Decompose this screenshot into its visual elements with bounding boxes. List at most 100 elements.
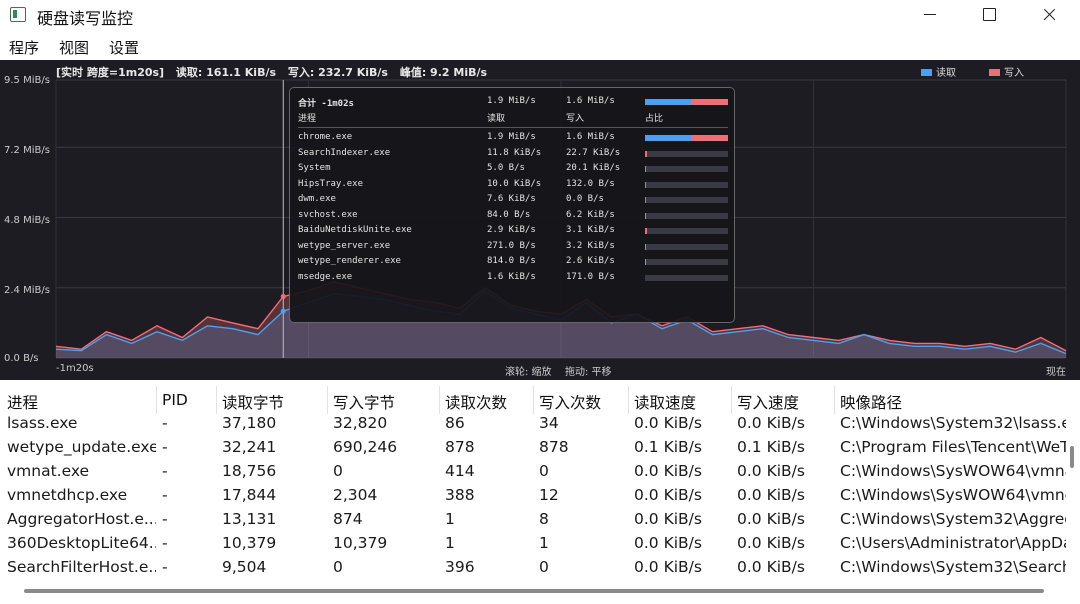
cell-write-speed: 0.1 KiB/s	[737, 438, 805, 456]
column-header-pid[interactable]: PID	[162, 391, 188, 409]
tooltip-cell-proc: BaiduNetdiskUnite.exe	[298, 225, 412, 235]
cell-pid: -	[162, 438, 168, 456]
table-row[interactable]: AggregatorHost.e... - 13,131 874 1 8 0.0 KiB/s…	[0, 509, 1066, 533]
tooltip-cell-read: 5.0 B/s	[487, 163, 525, 173]
tooltip-total-write: 1.6 MiB/s	[566, 96, 615, 106]
cell-pid: -	[162, 558, 168, 576]
column-separator[interactable]	[216, 386, 217, 414]
tooltip-share-write	[645, 166, 646, 172]
table-row[interactable]: lsass.exe - 37,180 32,820 86 34 0.0 KiB/s 0.0 K…	[0, 413, 1066, 437]
io-chart[interactable]: [实时 跨度=1m20s] 读取: 161.1 KiB/s 写入: 232.7 …	[0, 60, 1080, 380]
column-header-write-speed[interactable]: 写入速度	[737, 394, 800, 412]
info-mode: [实时 跨度=1m20s]	[56, 66, 165, 79]
legend-read-swatch	[921, 69, 932, 76]
horizontal-scrollbar[interactable]	[0, 582, 1080, 604]
tooltip-share-bar	[645, 259, 728, 265]
tooltip-share-bar	[645, 166, 728, 172]
close-button[interactable]	[1022, 0, 1076, 30]
column-separator[interactable]	[731, 386, 732, 414]
column-separator[interactable]	[327, 386, 328, 414]
x-end-label: 现在	[1046, 367, 1066, 378]
vertical-scrollbar[interactable]	[1066, 386, 1080, 582]
tooltip-share-bar	[645, 197, 728, 203]
tooltip-share-bar	[645, 274, 728, 281]
cell-image-path: C:\Windows\System32\lsass.exe	[840, 414, 1066, 432]
cell-write-count: 8	[539, 510, 549, 528]
tooltip-share-bar	[645, 243, 728, 250]
tooltip-cell-write: 0.0 B/s	[566, 194, 604, 204]
cell-write-count: 12	[539, 486, 559, 504]
cell-read-speed: 0.1 KiB/s	[634, 438, 702, 456]
tooltip-cell-proc: svchost.exe	[298, 209, 358, 220]
cell-read-speed: 0.0 KiB/s	[634, 534, 702, 552]
tooltip-cell-read: 814.0 B/s	[487, 256, 536, 266]
maximize-button[interactable]	[962, 0, 1016, 30]
column-header-write-count[interactable]: 写入次数	[539, 394, 602, 412]
hover-tooltip: 合计 -1m02s 1.9 MiB/s 1.6 MiB/s 进程 读取 写入 占…	[289, 87, 735, 323]
tooltip-total-read-fill	[645, 99, 691, 105]
cell-write-bytes: 10,379	[333, 534, 388, 552]
process-table[interactable]: 进程 PID 读取字节 写入字节 读取次数 写入次数 读取速度 写入速度 映像路径 lsass.…	[0, 386, 1066, 582]
tooltip-cell-proc: wetype_renderer.exe	[298, 256, 401, 266]
column-separator[interactable]	[533, 386, 534, 414]
tooltip-share-bar	[645, 135, 728, 141]
tooltip-cell-read: 11.8 KiB/s	[487, 147, 542, 158]
cell-pid: -	[162, 534, 168, 552]
column-header-read-count[interactable]: 读取次数	[445, 394, 508, 412]
column-separator[interactable]	[628, 386, 629, 414]
column-header-read-bytes[interactable]: 读取字节	[222, 394, 285, 412]
cell-read-bytes: 32,241	[222, 438, 277, 456]
cell-read-bytes: 37,180	[222, 414, 277, 432]
cell-write-speed: 0.0 KiB/s	[737, 462, 805, 480]
cell-write-bytes: 2,304	[333, 486, 378, 504]
menu-settings[interactable]: 设置	[109, 39, 140, 57]
tooltip-share-bar	[645, 150, 728, 157]
minimize-button[interactable]	[903, 0, 957, 30]
tooltip-col-read: 读取	[487, 114, 506, 124]
tooltip-share-write	[690, 135, 728, 141]
vertical-scroll-thumb[interactable]	[1070, 446, 1074, 468]
table-row[interactable]: wetype_update.exe - 32,241 690,246 878 878 0.1…	[0, 437, 1066, 461]
cell-write-speed: 0.0 KiB/s	[737, 414, 805, 432]
table-row[interactable]: SearchFilterHost.e... - 9,504 0 396 0 0.0 KiB/…	[0, 557, 1066, 581]
cell-read-count: 1	[445, 510, 455, 528]
tooltip-cell-proc: chrome.exe	[298, 132, 353, 142]
menu-view[interactable]: 视图	[59, 39, 90, 57]
tooltip-cell-read: 2.9 KiB/s	[487, 225, 536, 235]
tooltip-col-share: 占比	[645, 114, 664, 124]
cell-read-count: 86	[445, 414, 465, 432]
tooltip-cell-read: 1.9 MiB/s	[487, 132, 536, 142]
cell-read-speed: 0.0 KiB/s	[634, 510, 702, 528]
column-header-image-path[interactable]: 映像路径	[840, 394, 903, 412]
y-tick-label: 9.5 MiB/s	[4, 75, 50, 86]
x-start-label: -1m20s	[56, 363, 94, 374]
column-header-read-speed[interactable]: 读取速度	[634, 394, 697, 412]
cell-write-speed: 0.0 KiB/s	[737, 510, 805, 528]
tooltip-separator	[298, 127, 728, 128]
title-bar: 硬盘读写监控	[0, 0, 1080, 30]
column-header-process[interactable]: 进程	[7, 394, 39, 412]
cell-pid: -	[162, 510, 168, 528]
cell-write-bytes: 690,246	[333, 438, 398, 456]
y-tick-label: 0.0 B/s	[4, 353, 39, 364]
tooltip-cell-read: 84.0 B/s	[487, 209, 531, 220]
column-separator[interactable]	[834, 386, 835, 414]
cell-write-bytes: 32,820	[333, 414, 388, 432]
tooltip-total-bar	[645, 99, 728, 105]
cell-process: wetype_update.exe	[7, 438, 156, 456]
cell-read-bytes: 13,131	[222, 510, 277, 528]
column-separator[interactable]	[156, 386, 157, 414]
tooltip-cell-write: 6.2 KiB/s	[566, 209, 615, 220]
tooltip-share-read	[645, 228, 646, 234]
menu-program[interactable]: 程序	[9, 39, 40, 57]
column-header-write-bytes[interactable]: 写入字节	[333, 394, 396, 412]
tooltip-cell-read: 271.0 B/s	[487, 240, 536, 251]
tooltip-share-read	[645, 197, 646, 203]
legend-write-swatch	[989, 69, 1000, 76]
column-separator[interactable]	[439, 386, 440, 414]
horizontal-scroll-thumb[interactable]	[24, 589, 1044, 593]
table-row[interactable]: vmnat.exe - 18,756 0 414 0 0.0 KiB/s 0.0 KiB/s C…	[0, 461, 1066, 485]
table-row[interactable]: 360DesktopLite64... - 10,379 10,379 1 1 0.0 Ki…	[0, 533, 1066, 557]
table-row[interactable]: vmnetdhcp.exe - 17,844 2,304 388 12 0.0 KiB/s 0…	[0, 485, 1066, 509]
cell-image-path: C:\Program Files\Tencent\WeType	[840, 438, 1066, 456]
